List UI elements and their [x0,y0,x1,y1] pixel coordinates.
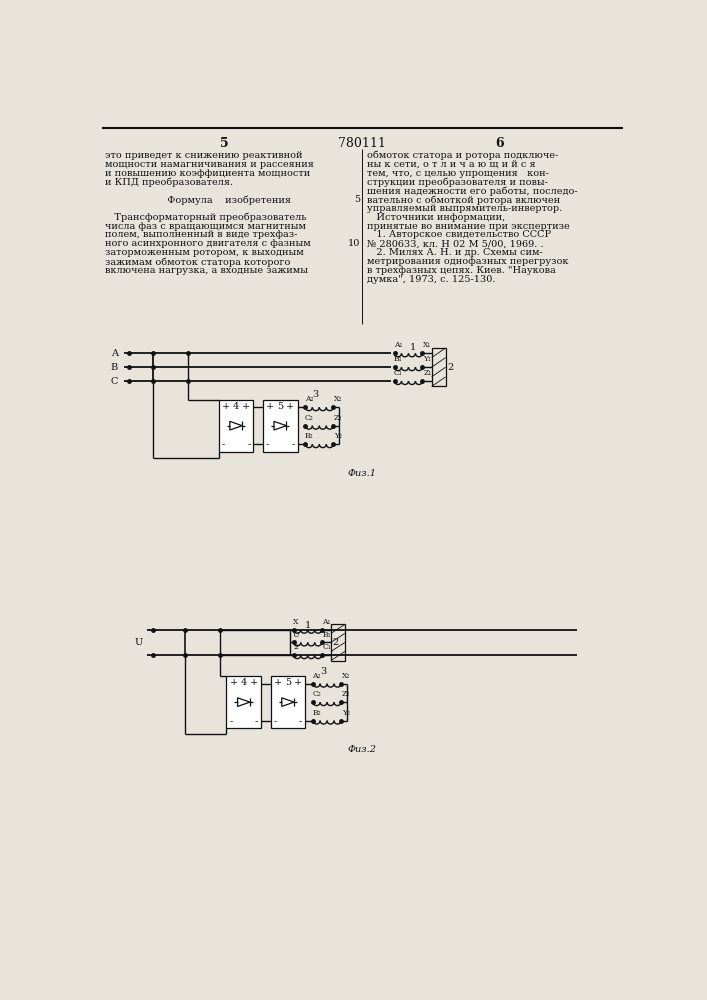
Text: 2: 2 [448,363,453,372]
Text: -: - [274,717,277,726]
Bar [331,624,345,661]
Text: 1: 1 [305,620,311,630]
Text: 5: 5 [221,137,229,150]
Text: U: U [293,631,300,639]
Text: 6: 6 [495,137,503,150]
Text: метрирования однофазных перегрузок: метрирования однофазных перегрузок [368,257,569,266]
Text: включена нагрузка, а входные зажимы: включена нагрузка, а входные зажимы [105,266,308,275]
Text: A: A [111,349,118,358]
Text: это приведет к снижению реактивной: это приведет к снижению реактивной [105,151,303,160]
Text: обмоток статора и ротора подключе-: обмоток статора и ротора подключе- [368,151,559,160]
Text: 1. Авторское свидетельство СССР: 1. Авторское свидетельство СССР [368,230,551,239]
Text: +: + [242,402,250,411]
Text: X₂: X₂ [334,395,342,403]
Text: Y₂: Y₂ [341,709,350,717]
Text: № 280633, кл. Н 02 М 5/00, 1969. .: № 280633, кл. Н 02 М 5/00, 1969. . [368,239,544,248]
Text: мощности намагничивания и рассеяния: мощности намагничивания и рассеяния [105,160,315,169]
Text: +: + [286,402,295,411]
Text: полем, выполненный в виде трехфаз-: полем, выполненный в виде трехфаз- [105,230,298,239]
Text: Z₂: Z₂ [334,414,342,422]
Text: X₁: X₁ [423,341,431,349]
Bar [263,400,298,452]
Text: заторможенным ротором, к выходным: заторможенным ротором, к выходным [105,248,304,257]
Text: Формула    изобретения: Формула изобретения [158,195,291,205]
Text: +: + [230,678,238,687]
Text: Y₁: Y₁ [423,355,431,363]
Text: Трансформаторный преобразователь: Трансформаторный преобразователь [105,213,307,222]
Text: в трехфазных цепях. Киев. "Наукова: в трехфазных цепях. Киев. "Наукова [368,266,556,275]
Text: X₂: X₂ [341,672,350,680]
Text: A₁: A₁ [322,618,331,626]
Text: X: X [293,618,298,626]
Text: -: - [222,441,225,450]
Text: 5: 5 [285,678,291,687]
Text: +: + [274,678,282,687]
Text: A₁: A₁ [394,341,402,349]
Text: -: - [247,441,250,450]
Bar [271,676,305,728]
Text: принятые во внимание при экспертизе: принятые во внимание при экспертизе [368,222,570,231]
Text: 3: 3 [320,667,327,676]
Text: ного асинхронного двигателя с фазным: ного асинхронного двигателя с фазным [105,239,311,248]
Text: C₁: C₁ [394,369,402,377]
Text: Z₂: Z₂ [341,690,350,698]
Text: тем, что, с целью упрощения   кон-: тем, что, с целью упрощения кон- [368,169,549,178]
Text: 3: 3 [312,390,319,399]
Text: Φиз.2: Φиз.2 [347,745,376,754]
Text: A₂: A₂ [312,672,321,680]
Text: -: - [266,441,269,450]
Text: B₁: B₁ [394,355,402,363]
Bar [226,676,261,728]
Bar [218,400,253,452]
Bar [432,348,445,386]
Text: 2: 2 [293,643,298,651]
Text: C₂: C₂ [312,690,321,698]
Text: 2: 2 [332,638,339,647]
Text: -: - [291,441,295,450]
Text: шения надежности его работы, последо-: шения надежности его работы, последо- [368,186,578,196]
Text: зажимам обмоток статора которого: зажимам обмоток статора которого [105,257,291,267]
Text: A₂: A₂ [305,395,313,403]
Text: -: - [255,717,258,726]
Text: управляемый выпрямитель-инвертор.: управляемый выпрямитель-инвертор. [368,204,563,213]
Text: и КПД преобразователя.: и КПД преобразователя. [105,177,233,187]
Text: вательно с обмоткой ротора включен: вательно с обмоткой ротора включен [368,195,561,205]
Text: 780111: 780111 [338,137,386,150]
Text: +: + [250,678,258,687]
Text: C₂: C₂ [305,414,313,422]
Text: B: B [110,363,118,372]
Text: +: + [294,678,303,687]
Text: B₂: B₂ [312,709,321,717]
Text: Φиз.1: Φиз.1 [347,469,376,478]
Text: U: U [134,638,143,647]
Text: Источники информации,: Источники информации, [368,213,506,222]
Text: +: + [266,402,274,411]
Text: 5: 5 [354,195,361,204]
Text: Z₁: Z₁ [423,369,431,377]
Text: Y₂: Y₂ [334,432,342,440]
Text: B₁: B₁ [322,631,331,639]
Text: C: C [110,377,118,386]
Text: +: + [222,402,230,411]
Text: -: - [230,717,233,726]
Text: 5: 5 [277,402,284,411]
Text: думка", 1973, с. 125-130.: думка", 1973, с. 125-130. [368,275,496,284]
Text: C₁: C₁ [322,643,331,651]
Text: -: - [299,717,303,726]
Text: 10: 10 [348,239,361,248]
Text: B₂: B₂ [305,432,313,440]
Text: 4: 4 [240,678,247,687]
Text: 4: 4 [233,402,239,411]
Text: 1: 1 [410,343,416,352]
Text: числа фаз с вращающимся магнитным: числа фаз с вращающимся магнитным [105,222,306,231]
Text: и повышению коэффициента мощности: и повышению коэффициента мощности [105,169,310,178]
Text: струкции преобразователя и повы-: струкции преобразователя и повы- [368,177,548,187]
Text: 2. Милях А. Н. и др. Схемы сим-: 2. Милях А. Н. и др. Схемы сим- [368,248,543,257]
Text: ны к сети, о т л и ч а ю щ и й с я: ны к сети, о т л и ч а ю щ и й с я [368,160,536,169]
